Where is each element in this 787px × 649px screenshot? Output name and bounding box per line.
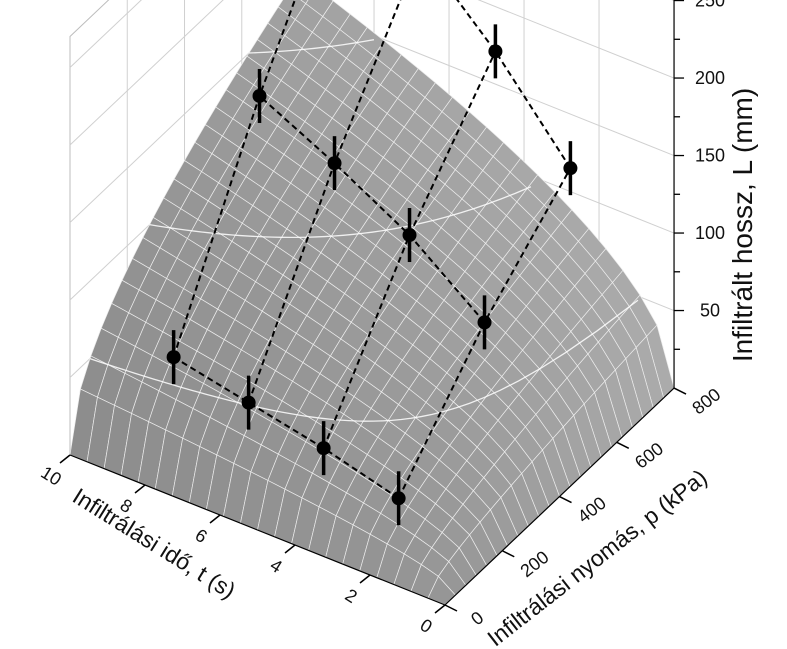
data-points <box>166 24 578 526</box>
data-point <box>477 315 492 330</box>
connector-line <box>173 356 400 500</box>
y-tick <box>673 387 687 395</box>
y-tick <box>559 495 572 504</box>
x-tick-label: 4 <box>267 555 286 577</box>
data-point <box>241 395 256 410</box>
data-point <box>402 228 417 243</box>
surface <box>69 0 675 606</box>
data-point <box>166 350 181 365</box>
surface-contour <box>248 39 375 54</box>
y-tick-label: 0 <box>467 607 487 629</box>
x-tick-label: 2 <box>342 585 361 607</box>
y-tick <box>444 604 458 612</box>
z-tick-label: 100 <box>695 223 725 243</box>
z-tick-label: 250 <box>695 0 725 11</box>
x-tick-label: 10 <box>37 462 65 490</box>
data-point <box>391 491 406 506</box>
y-tick-label: 200 <box>517 547 553 581</box>
z-axis-title: Infiltrált hossz, L (mm) <box>727 88 758 362</box>
data-point <box>316 441 331 456</box>
y-tick-label: 800 <box>688 384 724 418</box>
y-tick <box>501 550 515 558</box>
connector-line <box>456 0 572 169</box>
data-point <box>563 161 578 176</box>
x-tick <box>434 604 446 614</box>
data-point <box>488 44 503 59</box>
x-tick-label: 0 <box>417 615 436 637</box>
y-tick-label: 600 <box>631 438 667 472</box>
x-tick <box>59 454 71 464</box>
y-tick-label: 400 <box>574 493 610 527</box>
x-tick-label: 6 <box>192 525 211 547</box>
data-point <box>327 156 342 171</box>
x-tick <box>209 514 221 524</box>
data-point <box>252 88 267 103</box>
wall-gridline <box>69 0 675 146</box>
z-tick-label: 50 <box>700 301 720 321</box>
connector-line <box>322 50 497 449</box>
x-tick <box>359 574 371 584</box>
z-tick-label: 200 <box>695 68 725 88</box>
y-tick <box>616 441 630 449</box>
surface-contour <box>89 299 639 422</box>
z-tick-label: 150 <box>695 146 725 166</box>
x-tick <box>284 544 296 554</box>
x-axis-line <box>69 454 446 606</box>
x-tick <box>134 484 146 494</box>
